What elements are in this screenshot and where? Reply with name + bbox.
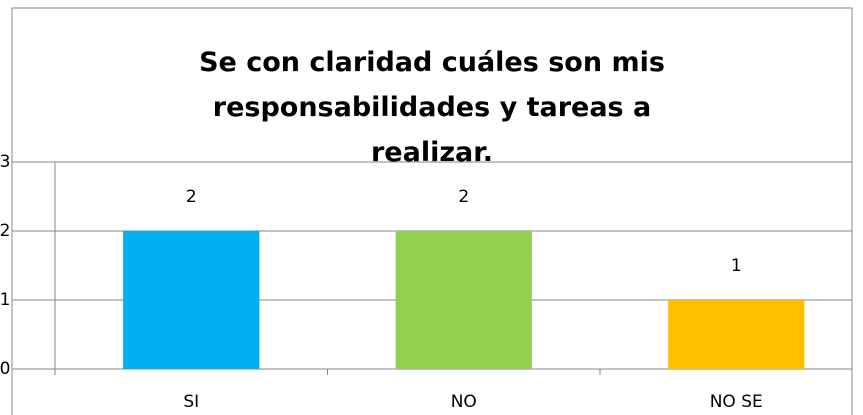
y-tick-label: 2 [0, 221, 10, 241]
value-label: 1 [731, 256, 742, 276]
bar [668, 300, 805, 369]
x-tick-label: SI [183, 392, 199, 412]
chart-frame [11, 7, 853, 415]
value-label: 2 [186, 187, 197, 207]
chart-title: Se con claridad cuáles son mis responsab… [199, 47, 665, 168]
y-tick-label: 3 [0, 152, 10, 172]
bar [123, 231, 260, 369]
x-tick-label: NO SE [710, 392, 763, 412]
x-tick-label: NO [451, 392, 477, 412]
value-label: 2 [458, 187, 469, 207]
y-tick-label: 1 [0, 290, 10, 310]
bar [395, 231, 532, 369]
y-tick-label: 0 [0, 359, 10, 379]
